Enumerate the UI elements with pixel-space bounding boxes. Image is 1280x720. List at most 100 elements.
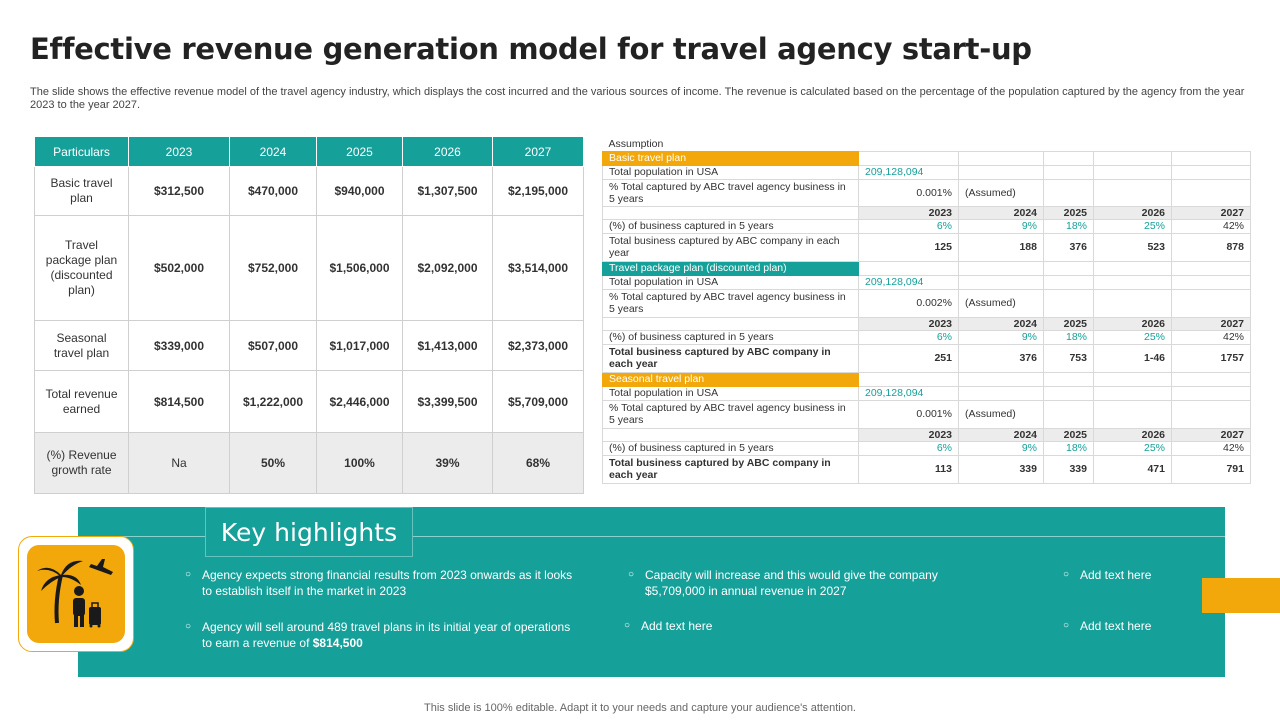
total-value: 471: [1093, 454, 1172, 484]
pct-value: 9%: [958, 440, 1044, 456]
section-header-package: Travel package plan (discounted plan): [602, 260, 859, 276]
total-value: 339: [1043, 454, 1094, 484]
bullet-circle-icon: ○: [185, 569, 192, 580]
population-label: Total population in USA: [602, 274, 859, 290]
total-value: 753: [1043, 343, 1094, 373]
highlight-item: ○ Add text here: [624, 618, 824, 634]
table-cell: Na: [128, 432, 230, 494]
highlight-text: Capacity will increase and this would gi…: [645, 568, 938, 598]
table-cell: $2,195,000: [492, 166, 584, 216]
pct-value: 6%: [858, 218, 959, 234]
year-label: 2025: [1043, 205, 1094, 220]
table-row: Basic travel plan $312,500 $470,000 $940…: [34, 166, 584, 216]
year-label: 2024: [958, 316, 1044, 331]
panel-divider: [78, 536, 1225, 537]
population-label: Total population in USA: [602, 385, 859, 401]
header-year: 2024: [229, 136, 317, 167]
year-label: 2026: [1093, 205, 1172, 220]
pct-value: 6%: [858, 440, 959, 456]
revenue-table: Particulars 2023 2024 2025 2026 2027 Bas…: [34, 136, 584, 494]
table-cell: $752,000: [229, 215, 317, 321]
bullet-circle-icon: ○: [1063, 569, 1070, 580]
highlights-title: Key highlights: [205, 507, 413, 557]
row-label: (%) Revenue growth rate: [34, 432, 129, 494]
pct-value: 9%: [958, 329, 1044, 345]
page-subtitle: The slide shows the effective revenue mo…: [30, 86, 1245, 111]
table-cell: $1,307,500: [402, 166, 493, 216]
captured-value: 0.001%: [858, 399, 959, 429]
pct-value: 42%: [1171, 218, 1251, 234]
table-row: Seasonal travel plan $339,000 $507,000 $…: [34, 320, 584, 371]
year-label: 2026: [1093, 316, 1172, 331]
highlight-text: Add text here: [1080, 619, 1152, 633]
table-cell: $3,399,500: [402, 370, 493, 433]
pct-value: 25%: [1093, 218, 1172, 234]
year-label: 2023: [858, 427, 959, 442]
highlight-item: ○ Agency expects strong financial result…: [185, 567, 581, 599]
year-label: 2027: [1171, 427, 1251, 442]
total-label: Total business captured by ABC company i…: [602, 232, 859, 262]
highlight-item: ○ Agency will sell around 489 travel pla…: [185, 619, 581, 651]
revenue-table-header: Particulars 2023 2024 2025 2026 2027: [34, 136, 584, 167]
travel-palm-traveler-icon: [27, 545, 125, 643]
table-cell: $507,000: [229, 320, 317, 371]
table-cell: $1,017,000: [316, 320, 403, 371]
table-row: Travel package plan (discounted plan) $5…: [34, 215, 584, 321]
total-label: Total business captured by ABC company i…: [602, 343, 859, 373]
pct-value: 18%: [1043, 440, 1094, 456]
table-cell: $312,500: [128, 166, 230, 216]
highlight-text: Add text here: [1080, 568, 1152, 582]
captured-label: % Total captured by ABC travel agency bu…: [602, 178, 859, 207]
year-label: 2024: [958, 427, 1044, 442]
section-header-basic: Basic travel plan: [602, 150, 859, 166]
pct-value: 18%: [1043, 218, 1094, 234]
row-label: Seasonal travel plan: [34, 320, 129, 371]
year-label: 2027: [1171, 205, 1251, 220]
total-value: 1-46: [1093, 343, 1172, 373]
total-label: Total business captured by ABC company i…: [602, 454, 859, 484]
section-header-seasonal: Seasonal travel plan: [602, 371, 859, 387]
pct-label: (%) of business captured in 5 years: [602, 440, 859, 456]
highlight-text: Agency expects strong financial results …: [202, 568, 573, 598]
table-cell: $1,506,000: [316, 215, 403, 321]
pct-value: 42%: [1171, 329, 1251, 345]
highlight-item: ○ Add text here: [1063, 618, 1213, 634]
assumed-note: (Assumed): [958, 288, 1044, 318]
pct-value: 6%: [858, 329, 959, 345]
population-value: 209,128,094: [858, 385, 959, 401]
footer-note: This slide is 100% editable. Adapt it to…: [424, 702, 856, 714]
row-label: Total revenue earned: [34, 370, 129, 433]
table-cell: $502,000: [128, 215, 230, 321]
table-cell: $814,500: [128, 370, 230, 433]
total-value: 1757: [1171, 343, 1251, 373]
table-cell: $470,000: [229, 166, 317, 216]
table-row: Total revenue earned $814,500 $1,222,000…: [34, 370, 584, 433]
table-cell: 68%: [492, 432, 584, 494]
year-label: 2025: [1043, 427, 1094, 442]
header-year: 2026: [402, 136, 493, 167]
table-cell: $2,092,000: [402, 215, 493, 321]
table-cell: $3,514,000: [492, 215, 584, 321]
pct-value: 18%: [1043, 329, 1094, 345]
highlights-panel: Key highlights ○ Agency expects strong f…: [78, 507, 1225, 677]
header-year: 2025: [316, 136, 403, 167]
year-label: 2026: [1093, 427, 1172, 442]
table-cell: $1,413,000: [402, 320, 493, 371]
table-cell: 50%: [229, 432, 317, 494]
page-title: Effective revenue generation model for t…: [30, 32, 1032, 66]
table-cell: 100%: [316, 432, 403, 494]
highlight-item: ○ Capacity will increase and this would …: [628, 567, 978, 599]
table-cell: $940,000: [316, 166, 403, 216]
total-value: 791: [1171, 454, 1251, 484]
assumption-table: Assumption Basic travel plan Total popul…: [602, 137, 1251, 484]
year-label: 2023: [858, 205, 959, 220]
table-cell: $339,000: [128, 320, 230, 371]
highlight-text-main: Agency will sell around 489 travel plans…: [202, 620, 571, 650]
captured-value: 0.001%: [858, 178, 959, 207]
pct-value: 25%: [1093, 440, 1172, 456]
table-cell: $1,222,000: [229, 370, 317, 433]
population-label: Total population in USA: [602, 164, 859, 180]
total-value: 376: [1043, 232, 1094, 262]
year-label: 2024: [958, 205, 1044, 220]
pct-value: 42%: [1171, 440, 1251, 456]
